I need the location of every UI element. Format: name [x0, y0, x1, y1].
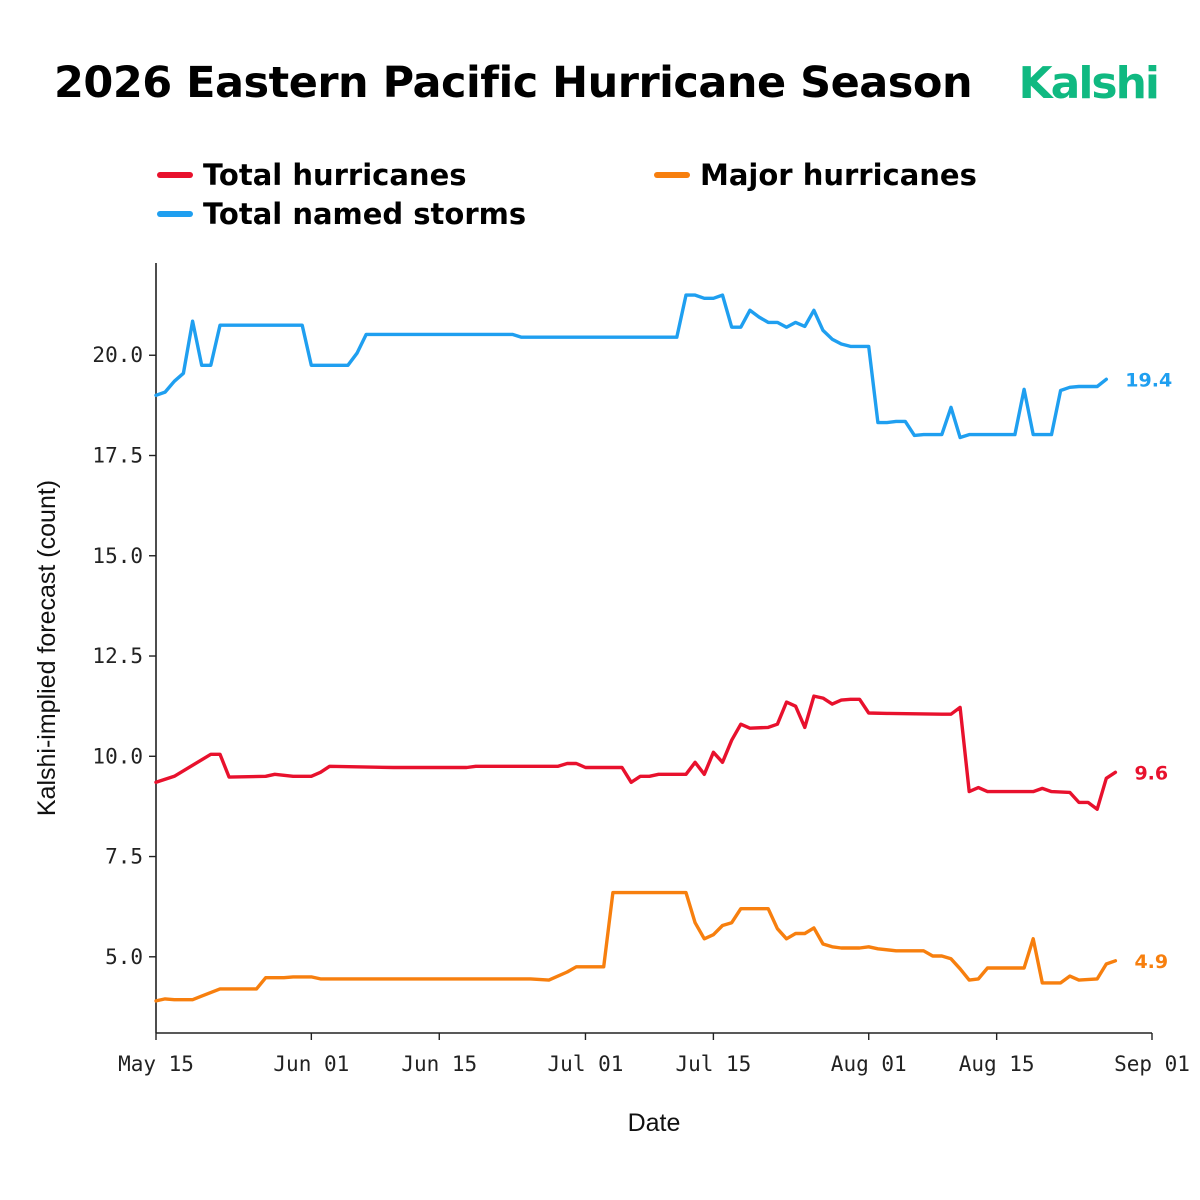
x-tick-label: Jun 01 — [273, 1052, 349, 1076]
legend-swatch-total-named-storms — [157, 211, 193, 217]
x-tick-label: Aug 01 — [831, 1052, 907, 1076]
series-line-2 — [154, 293, 1108, 440]
legend-item-major-hurricanes: Major hurricanes — [654, 158, 977, 192]
y-tick-label: 7.5 — [105, 845, 143, 869]
series-lines — [154, 293, 1118, 1003]
legend-label-total-hurricanes: Total hurricanes — [203, 158, 467, 192]
end-value-label-1: 4.9 — [1134, 951, 1168, 973]
x-tick-label: May 15 — [118, 1052, 194, 1076]
legend-swatch-major-hurricanes — [654, 172, 690, 178]
y-tick-label: 15.0 — [92, 544, 143, 568]
kalshi-logo: Kalshi — [1018, 58, 1160, 109]
labels: Date Kalshi-implied forecast (count) 9.6 4.… — [33, 369, 1172, 1137]
y-tick-label: 5.0 — [105, 945, 143, 969]
x-tick-label: Jun 15 — [401, 1052, 477, 1076]
series-line-0 — [154, 694, 1118, 811]
x-tick-label: Aug 15 — [959, 1052, 1035, 1076]
x-axis-title: Date — [628, 1109, 681, 1137]
end-value-label-0: 9.6 — [1134, 762, 1168, 784]
legend-item-total-hurricanes: Total hurricanes — [157, 158, 467, 192]
legend-label-major-hurricanes: Major hurricanes — [700, 158, 977, 192]
y-tick-label: 17.5 — [92, 444, 143, 468]
x-tick-label: Sep 01 — [1114, 1052, 1190, 1076]
legend-item-total-named-storms: Total named storms — [157, 197, 526, 231]
chart-title: 2026 Eastern Pacific Hurricane Season — [54, 58, 973, 108]
legend-swatch-total-hurricanes — [157, 172, 193, 178]
y-axis-title: Kalshi-implied forecast (count) — [33, 480, 61, 816]
y-tick-label: 12.5 — [92, 644, 143, 668]
series-line-1 — [154, 890, 1118, 1003]
axes: 5.0 7.5 10.0 12.5 15.0 17.5 20.0 May 15 Jun 01 Ju… — [92, 263, 1190, 1076]
legend-label-total-named-storms: Total named storms — [203, 197, 527, 231]
x-tick-label: Jul 15 — [675, 1052, 751, 1076]
end-value-label-2: 19.4 — [1125, 369, 1172, 391]
y-tick-label: 20.0 — [92, 343, 143, 367]
x-tick-label: Jul 01 — [548, 1052, 624, 1076]
y-tick-label: 10.0 — [92, 744, 143, 768]
